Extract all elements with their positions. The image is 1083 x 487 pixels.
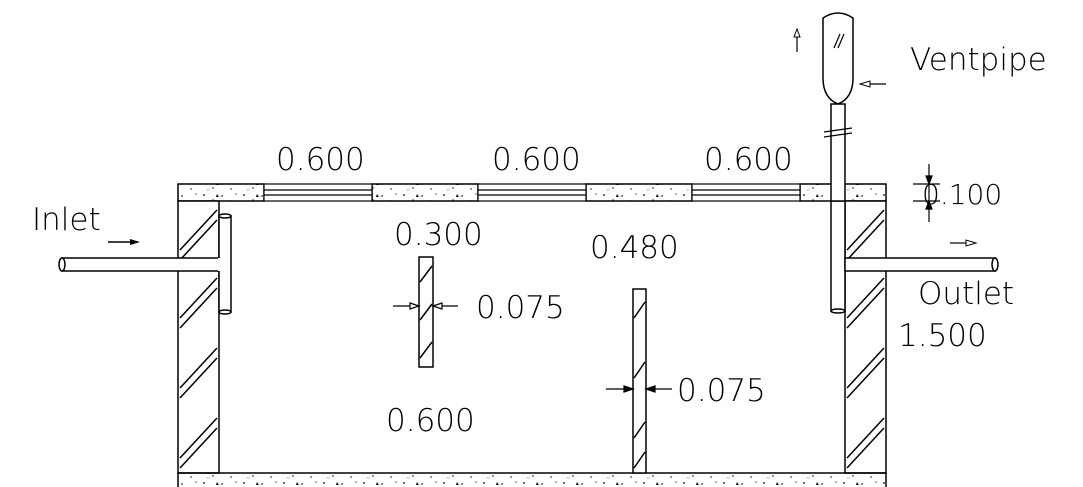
outlet-label: Outlet bbox=[918, 276, 1014, 312]
slab-thickness-marker bbox=[913, 164, 940, 222]
roof-slab-segment bbox=[177, 183, 265, 202]
cover-opening bbox=[263, 183, 373, 202]
roof-slab-segment bbox=[371, 183, 479, 202]
outlet-pipe bbox=[830, 200, 999, 314]
baffle-2-gap-dimension: 0.480 bbox=[590, 230, 679, 266]
inlet-pipe bbox=[58, 213, 232, 315]
baffle-1-gap-dimension: 0.300 bbox=[394, 217, 483, 253]
baffle-2 bbox=[632, 288, 647, 474]
roof-slab-segment bbox=[585, 183, 693, 202]
vent-pointer-arrow bbox=[858, 80, 886, 88]
inlet-flow-arrow bbox=[108, 239, 140, 245]
roof-slab bbox=[177, 183, 887, 202]
chamber-width-dimension: 0.600 bbox=[386, 403, 475, 439]
baffle-1-thickness-marker bbox=[393, 302, 458, 310]
vent-up-arrow bbox=[793, 27, 801, 52]
tank-depth-dimension: 1.500 bbox=[898, 318, 987, 354]
cover-opening bbox=[477, 183, 587, 202]
cover-thickness-dimension: 0.100 bbox=[922, 178, 1002, 211]
baffle-1 bbox=[418, 256, 434, 368]
ventpipe-label: Ventpipe bbox=[910, 42, 1047, 78]
baffle-1-thickness-dimension: 0.075 bbox=[476, 290, 565, 326]
inlet-label: Inlet bbox=[32, 202, 101, 238]
baffle-2-thickness-dimension: 0.075 bbox=[677, 373, 766, 409]
cover-opening bbox=[691, 183, 801, 202]
right-wall bbox=[844, 200, 887, 474]
vent-pipe bbox=[822, 12, 854, 202]
cover-opening-1-dimension: 0.600 bbox=[276, 142, 365, 178]
base-slab bbox=[177, 472, 887, 487]
left-wall bbox=[177, 200, 220, 474]
outlet-flow-arrow bbox=[950, 239, 978, 247]
cover-opening-2-dimension: 0.600 bbox=[492, 142, 581, 178]
baffle-2-thickness-marker bbox=[606, 385, 672, 393]
cover-opening-3-dimension: 0.600 bbox=[704, 142, 793, 178]
